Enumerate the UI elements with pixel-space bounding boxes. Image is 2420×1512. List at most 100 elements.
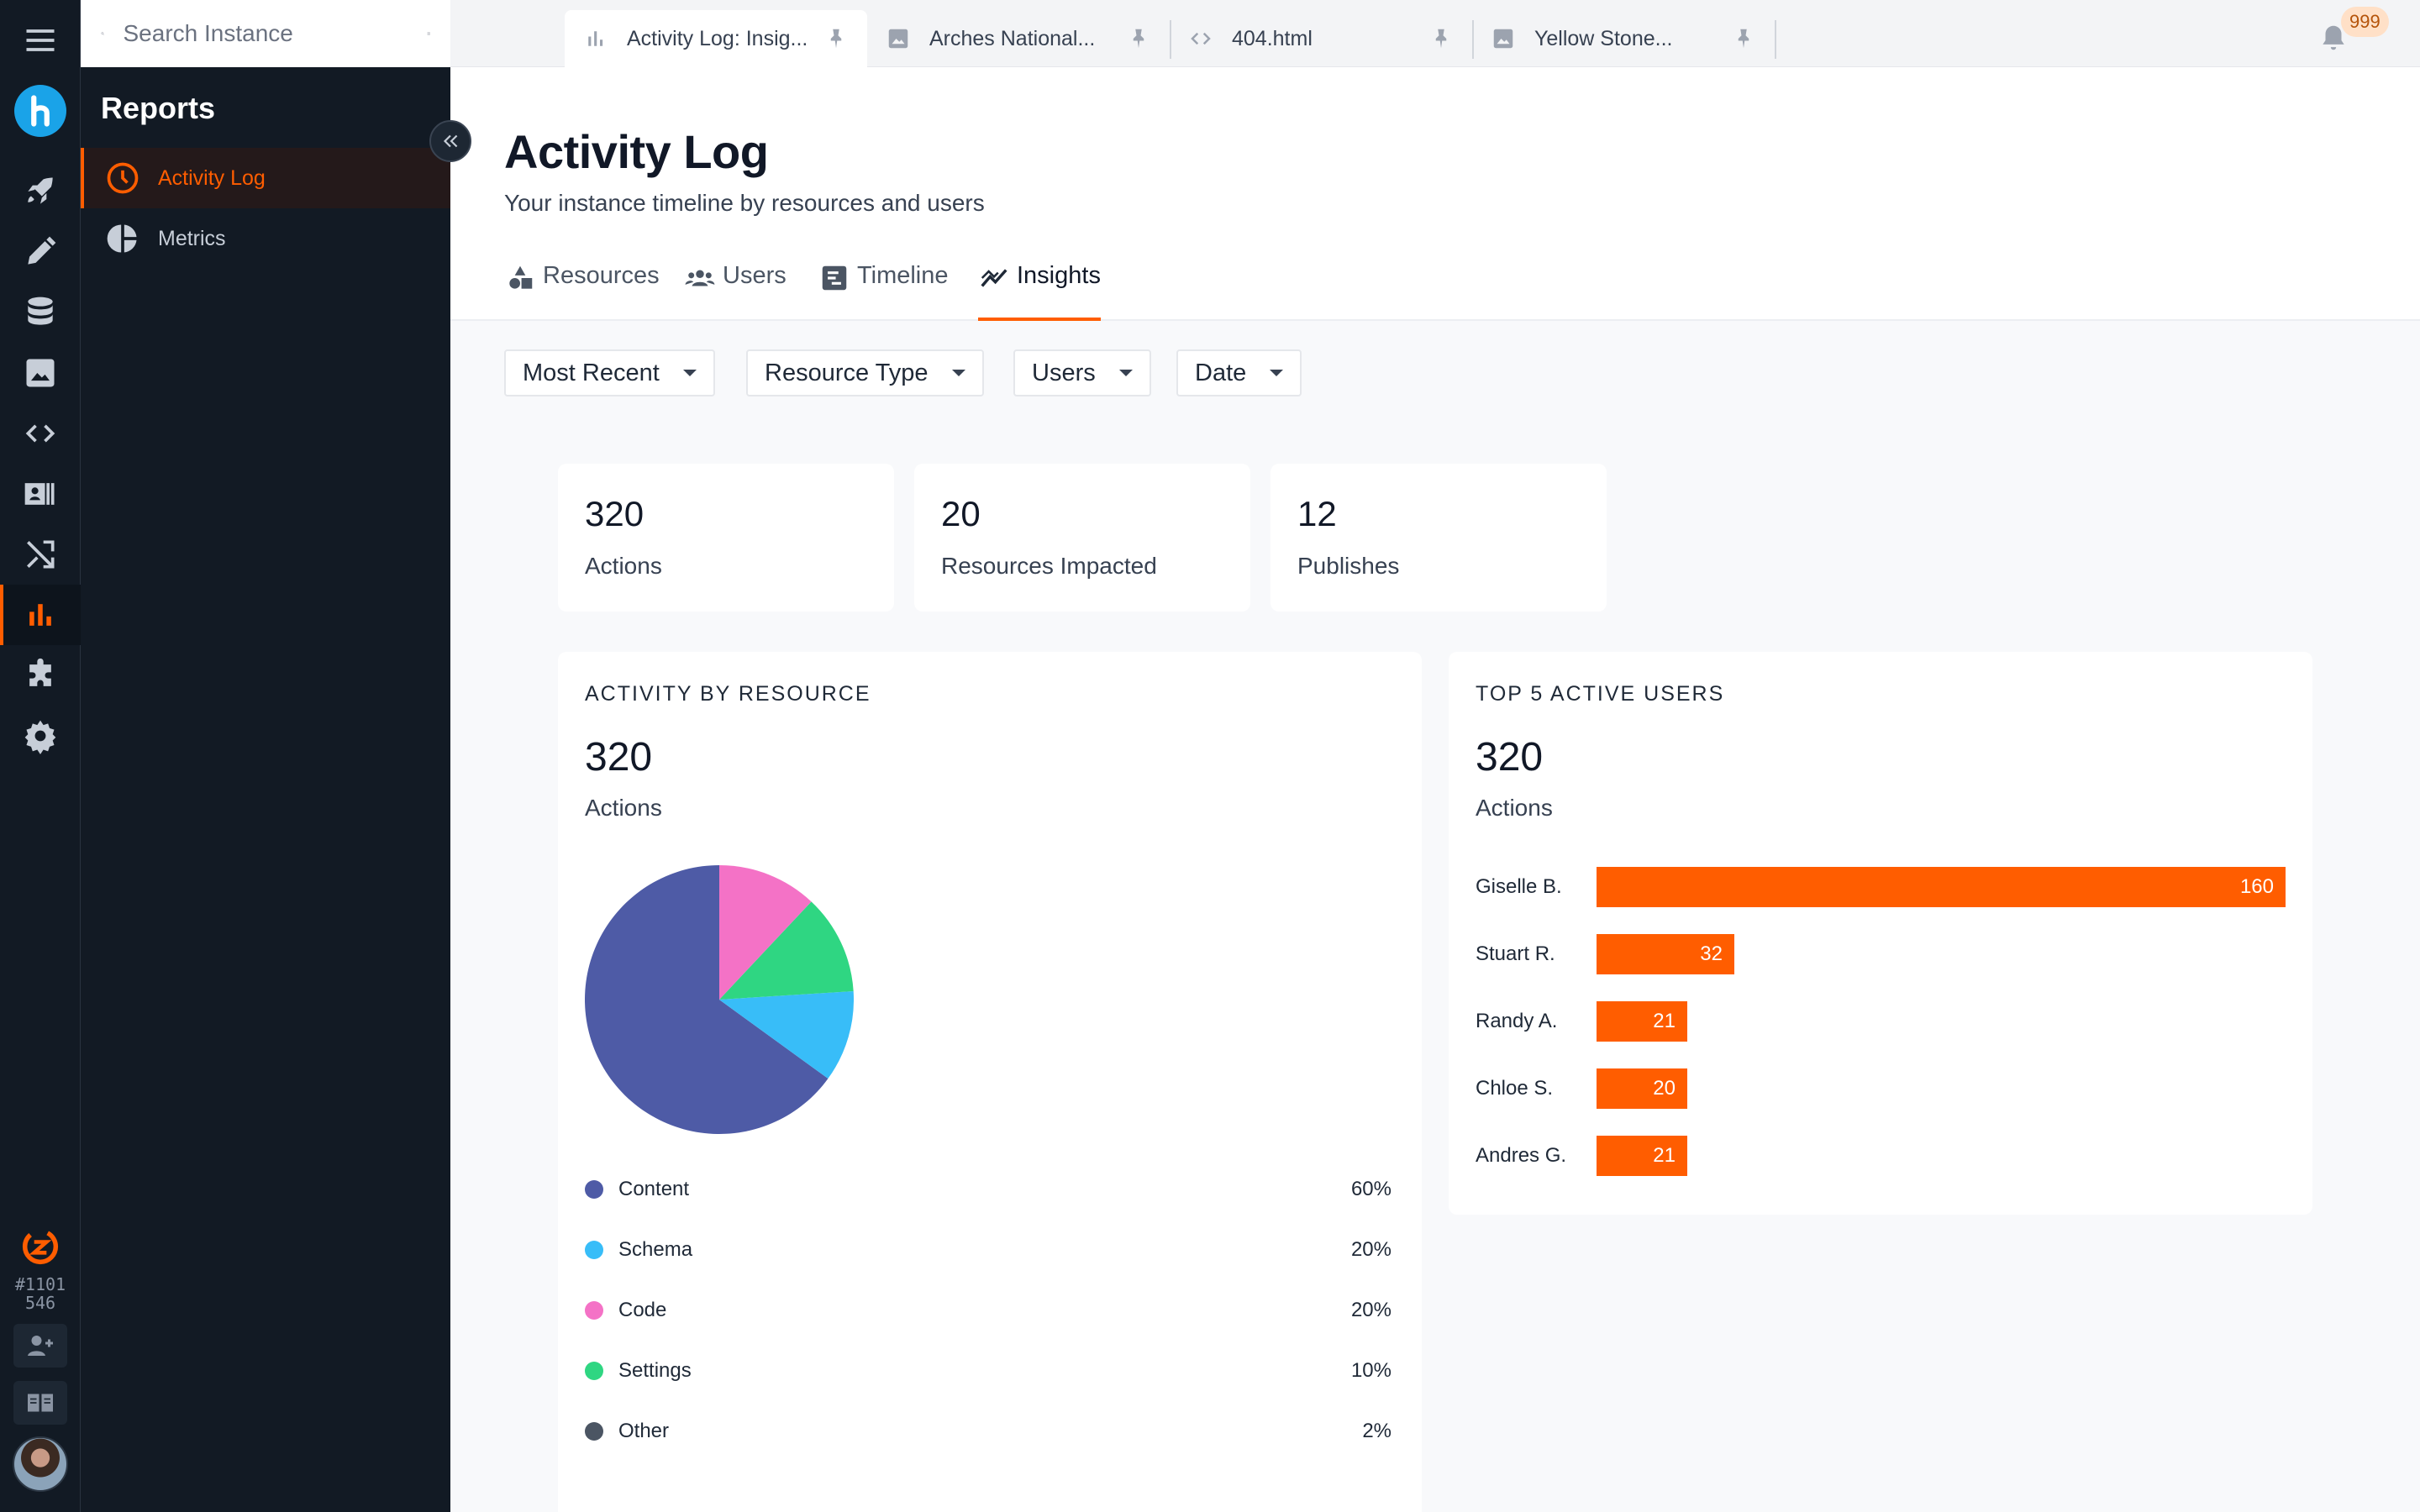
stat-value: 20 bbox=[941, 494, 981, 533]
legend-item-code: Code 20% bbox=[585, 1294, 1392, 1327]
bar-value-label: 32 bbox=[1700, 942, 1723, 965]
clock-icon bbox=[107, 162, 139, 194]
legend-label: Content bbox=[618, 1178, 690, 1200]
legend-item-other: Other 2% bbox=[585, 1415, 1392, 1448]
stat-card-resources-impacted: 20 Resources Impacted bbox=[914, 464, 1250, 612]
bar-value-label: 20 bbox=[1653, 1077, 1676, 1100]
bar-value-label: 160 bbox=[2239, 875, 2274, 898]
bar-value-label: 21 bbox=[1653, 1144, 1676, 1167]
image-icon[interactable] bbox=[0, 343, 81, 403]
caret-down-icon bbox=[682, 370, 697, 376]
pin-icon[interactable] bbox=[1731, 26, 1756, 51]
filter-users[interactable]: Users bbox=[1013, 349, 1151, 396]
reports-panel: Reports Activity Log Metrics bbox=[81, 0, 450, 1512]
bar-category-label: Chloe S. bbox=[1476, 1077, 1554, 1100]
filter-most-recent[interactable]: Most Recent bbox=[504, 349, 715, 396]
database-icon[interactable] bbox=[0, 282, 81, 343]
image-icon bbox=[888, 29, 908, 49]
bar-giselle-b[interactable]: 160 bbox=[1597, 867, 2286, 907]
rocket-icon[interactable] bbox=[0, 161, 81, 222]
activity-by-resource-card: ACTIVITY BY RESOURCE 320 Actions Content… bbox=[558, 652, 1422, 1512]
users-icon bbox=[685, 270, 715, 286]
pin-icon[interactable] bbox=[1126, 26, 1151, 51]
tab-label: Users bbox=[723, 262, 786, 289]
bar-andres-g[interactable]: 21 bbox=[1597, 1136, 1687, 1176]
pie-slice-code[interactable] bbox=[719, 865, 812, 1000]
gear-icon[interactable] bbox=[0, 706, 81, 766]
legend-swatch bbox=[585, 1241, 603, 1259]
caret-down-icon bbox=[1118, 370, 1133, 376]
trend-icon bbox=[981, 269, 1007, 287]
notification-badge: 999 bbox=[2341, 7, 2389, 37]
menu-icon[interactable] bbox=[0, 10, 81, 71]
tab-separator bbox=[1472, 20, 1474, 59]
tab-arches-national[interactable]: Arches National... bbox=[867, 10, 1170, 67]
filter-resource-type[interactable]: Resource Type bbox=[746, 349, 984, 396]
filter-label: Most Recent bbox=[523, 359, 660, 386]
timeline-icon bbox=[822, 265, 847, 291]
bar-value-label: 21 bbox=[1653, 1010, 1676, 1032]
page-subtitle: Your instance timeline by resources and … bbox=[504, 190, 985, 216]
search-icon bbox=[101, 32, 104, 35]
card-value: 320 bbox=[1476, 735, 1544, 780]
bar-chart-icon[interactable] bbox=[0, 585, 81, 645]
stat-label: Actions bbox=[585, 553, 662, 579]
filter-date[interactable]: Date bbox=[1176, 349, 1302, 396]
legend-item-content: Content 60% bbox=[585, 1173, 1392, 1206]
tab-label: Timeline bbox=[857, 262, 949, 289]
panel-title: Reports bbox=[101, 91, 216, 125]
tab-activity-log[interactable]: Activity Log: Insig... bbox=[565, 10, 867, 67]
tab-timeline[interactable]: Timeline bbox=[818, 262, 949, 321]
legend-swatch bbox=[585, 1301, 603, 1320]
pencil-icon[interactable] bbox=[0, 222, 81, 282]
filter-sliders-icon[interactable] bbox=[427, 18, 431, 49]
tab-label: Arches National... bbox=[929, 26, 1096, 50]
legend-swatch bbox=[585, 1362, 603, 1380]
tab-insights[interactable]: Insights bbox=[978, 262, 1101, 321]
docs-button[interactable] bbox=[13, 1381, 67, 1425]
bar-row: Andres G. 21 bbox=[1476, 1136, 2316, 1176]
tab-resources[interactable]: Resources bbox=[504, 262, 660, 321]
tab-404-html[interactable]: 404.html bbox=[1170, 10, 1472, 67]
puzzle-icon[interactable] bbox=[0, 645, 81, 706]
panel-item-metrics[interactable]: Metrics bbox=[81, 208, 450, 269]
icon-rail: #1101 546 bbox=[0, 0, 81, 1512]
page-title: Activity Log bbox=[504, 125, 769, 178]
tab-bar: Activity Log: Insig... Arches National..… bbox=[450, 0, 2420, 67]
image-icon bbox=[1493, 29, 1513, 49]
pie-slice-schema[interactable] bbox=[719, 990, 854, 1079]
pie-slice-settings[interactable] bbox=[719, 901, 854, 1000]
add-user-button[interactable] bbox=[13, 1324, 67, 1368]
tab-users[interactable]: Users bbox=[684, 262, 786, 321]
pin-icon[interactable] bbox=[823, 26, 849, 51]
logo-icon[interactable] bbox=[0, 81, 81, 141]
card-label: Actions bbox=[585, 795, 662, 821]
bar-stuart-r[interactable]: 32 bbox=[1597, 934, 1734, 974]
caret-down-icon bbox=[951, 370, 965, 376]
bar-randy-a[interactable]: 21 bbox=[1597, 1001, 1687, 1042]
legend-value: 20% bbox=[1350, 1238, 1392, 1261]
bell-icon[interactable] bbox=[2317, 22, 2349, 54]
tab-separator bbox=[1775, 20, 1776, 59]
bar-chart-icon bbox=[588, 31, 603, 46]
search-bar bbox=[81, 0, 450, 67]
pie-chart-icon bbox=[107, 224, 137, 253]
legend-item-schema: Schema 20% bbox=[585, 1233, 1392, 1267]
search-input[interactable] bbox=[123, 20, 427, 47]
top-users-card: TOP 5 ACTIVE USERS 320 Actions Giselle B… bbox=[1449, 652, 2312, 1215]
pie-slice-content[interactable] bbox=[585, 865, 829, 1134]
bar-chloe-s[interactable]: 20 bbox=[1597, 1068, 1687, 1109]
avatar[interactable] bbox=[13, 1436, 68, 1492]
add-user-icon bbox=[28, 1336, 53, 1356]
pin-icon[interactable] bbox=[1428, 26, 1454, 51]
contact-card-icon[interactable] bbox=[0, 464, 81, 524]
panel-item-activity-log[interactable]: Activity Log bbox=[81, 148, 450, 208]
tab-yellow-stone[interactable]: Yellow Stone... bbox=[1472, 10, 1775, 67]
tab-label: Resources bbox=[543, 262, 660, 289]
collapse-panel-button[interactable] bbox=[429, 120, 471, 162]
bar-row: Randy A. 21 bbox=[1476, 1001, 2316, 1042]
shuffle-icon[interactable] bbox=[0, 524, 81, 585]
code-icon[interactable] bbox=[0, 403, 81, 464]
legend-label: Schema bbox=[618, 1238, 693, 1261]
panel-item-label: Metrics bbox=[158, 226, 226, 250]
